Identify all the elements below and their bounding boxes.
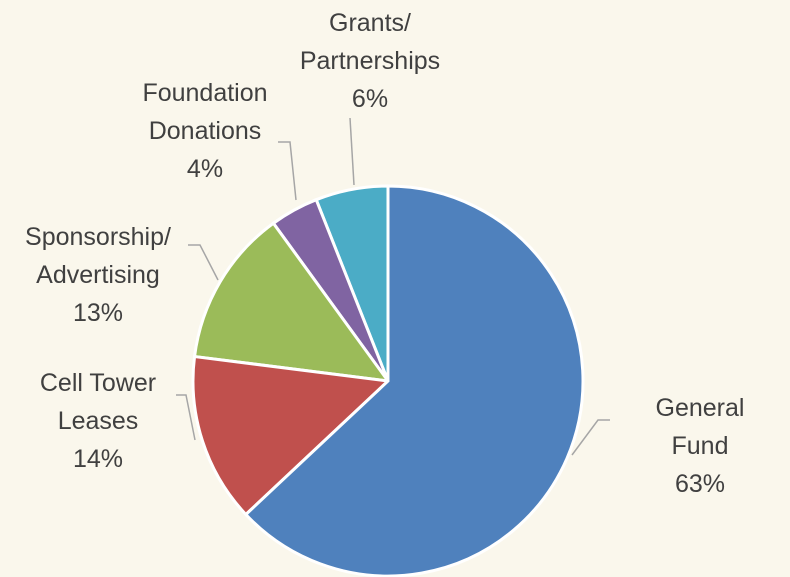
value-label: 4% <box>186 155 224 183</box>
leader-line <box>188 244 219 281</box>
leader-line <box>278 141 297 201</box>
slice-label: General Fund 63% <box>655 389 745 503</box>
slice-label: Cell Tower Leases 14% <box>40 364 156 478</box>
leader-line <box>571 419 610 456</box>
value-label: 63% <box>674 470 726 498</box>
category-label: Sponsorship/ Advertising <box>25 223 171 289</box>
value-label: 13% <box>72 299 124 327</box>
leader-lines <box>176 117 610 456</box>
pie-slice <box>191 354 392 517</box>
pie-slice <box>243 184 585 577</box>
value-label: 14% <box>72 445 124 473</box>
pie-slice <box>192 221 392 383</box>
leader-line <box>349 117 355 186</box>
slice-label: Grants/ Partnerships 6% <box>300 4 440 118</box>
category-label: Foundation Donations <box>142 79 268 145</box>
slice-label: Sponsorship/ Advertising 13% <box>25 218 171 332</box>
category-label: Cell Tower Leases <box>39 369 157 435</box>
leader-line <box>176 394 196 441</box>
value-label: 6% <box>351 85 389 113</box>
slice-label: Foundation Donations 4% <box>142 74 267 188</box>
category-label: Grants/ Partnerships <box>299 9 441 75</box>
category-label: General Fund <box>655 394 745 460</box>
